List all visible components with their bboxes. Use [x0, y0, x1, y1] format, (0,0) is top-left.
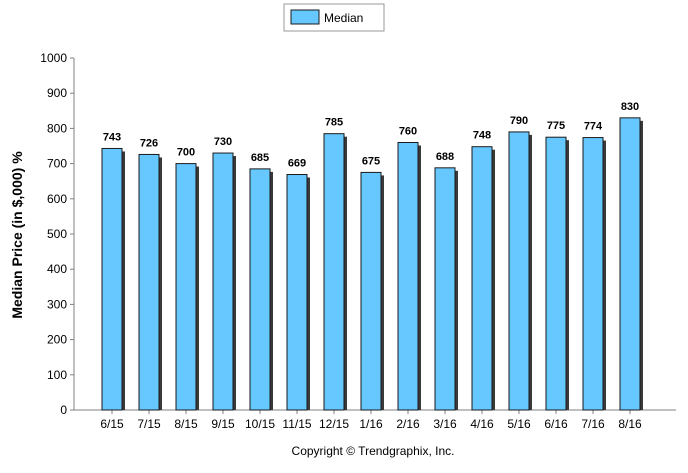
- y-tick-label: 100: [47, 368, 67, 382]
- bar: [212, 152, 234, 411]
- y-tick-label: 1000: [40, 51, 67, 65]
- data-label: 830: [621, 101, 639, 113]
- x-tick-label: 5/16: [507, 417, 531, 431]
- bar: [582, 137, 604, 411]
- data-label: 669: [288, 158, 306, 170]
- x-tick-label: 2/16: [396, 417, 420, 431]
- x-tick-label: 8/15: [174, 417, 198, 431]
- y-tick-label: 800: [47, 121, 67, 135]
- y-tick-label: 200: [47, 333, 67, 347]
- data-label: 748: [473, 130, 491, 142]
- bar: [175, 163, 197, 411]
- bars: [101, 117, 643, 411]
- data-label: 760: [399, 125, 417, 137]
- data-label: 774: [584, 121, 603, 133]
- bar: [619, 117, 641, 411]
- x-tick-label: 4/16: [470, 417, 494, 431]
- y-tick-label: 0: [60, 403, 67, 417]
- x-tick-label: 12/15: [319, 417, 349, 431]
- y-tick-label: 700: [47, 157, 67, 171]
- bar: [471, 146, 493, 411]
- x-tick-label: 9/15: [211, 417, 235, 431]
- y-tick-label: 400: [47, 262, 67, 276]
- legend-swatch: [290, 9, 320, 25]
- bar: [323, 133, 345, 411]
- data-label: 785: [325, 117, 343, 129]
- x-tick-label: 6/15: [100, 417, 124, 431]
- x-tick-label: 7/16: [581, 417, 605, 431]
- data-label: 685: [251, 152, 269, 164]
- data-label: 775: [547, 120, 565, 132]
- y-tick-label: 300: [47, 297, 67, 311]
- copyright-text: Copyright © Trendgraphix, Inc.: [292, 444, 455, 458]
- data-labels: 743 726 700 730 685 669 785 675 760 688 748 790 775 7…: [103, 101, 639, 170]
- data-label: 743: [103, 131, 121, 143]
- y-tick-label: 900: [47, 86, 67, 100]
- y-tick-label: 600: [47, 192, 67, 206]
- legend: Median: [283, 3, 385, 32]
- x-tick-label: 11/15: [282, 417, 311, 431]
- bar: [138, 153, 160, 411]
- data-label: 688: [436, 151, 454, 163]
- bar: [249, 168, 271, 411]
- bar: [360, 171, 382, 411]
- x-tick-label: 7/15: [137, 417, 161, 431]
- data-label: 730: [214, 136, 232, 148]
- y-axis-title: Median Price (in $,000) %: [9, 151, 25, 319]
- x-tick-label: 6/16: [544, 417, 568, 431]
- x-tick-labels: 6/15 7/15 8/15 9/15 10/15 11/15 12/15 1/16 2/16 3…: [100, 417, 642, 431]
- y-tick-labels: 0 100 200 300 400 500 600 700 800 900 1000: [40, 51, 67, 417]
- bar: [508, 131, 530, 411]
- data-label: 700: [177, 147, 195, 159]
- x-tick-label: 1/16: [359, 417, 383, 431]
- y-tick-label: 500: [47, 227, 67, 241]
- bar: [286, 174, 308, 411]
- data-label: 726: [140, 137, 158, 149]
- x-tick-label: 10/15: [245, 417, 275, 431]
- bar: [434, 167, 456, 411]
- x-tick-label: 8/16: [618, 417, 642, 431]
- legend-label: Median: [324, 11, 363, 25]
- bar: [545, 136, 567, 411]
- x-tick-label: 3/16: [433, 417, 457, 431]
- bar: [397, 141, 419, 411]
- data-label: 790: [510, 115, 528, 127]
- bar: [101, 147, 123, 411]
- data-label: 675: [362, 155, 380, 167]
